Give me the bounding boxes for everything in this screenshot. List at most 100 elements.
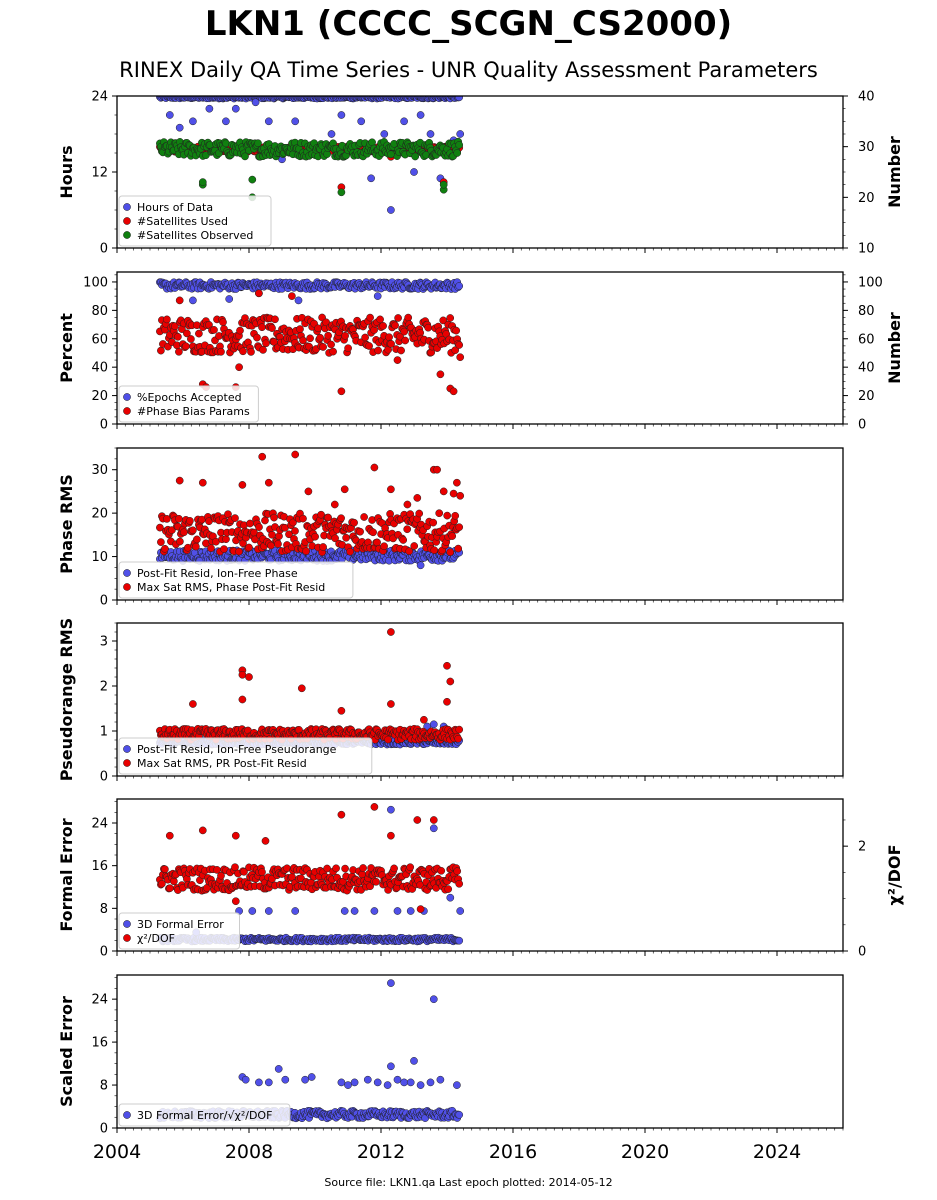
data-point-outlier bbox=[373, 292, 382, 300]
data-point bbox=[361, 333, 369, 342]
data-point-outlier bbox=[264, 478, 273, 487]
data-point bbox=[258, 323, 266, 332]
chart-panel: 0 8 16 24 0 2 χ²/DOF Formal Error 3D Formal Erro… bbox=[57, 798, 904, 960]
legend-entry: Max Sat RMS, PR Post-Fit Resid bbox=[137, 757, 307, 770]
data-point-outlier bbox=[175, 123, 184, 132]
data-point bbox=[453, 149, 462, 157]
data-point bbox=[455, 936, 464, 945]
data-point bbox=[446, 314, 455, 322]
legend-box bbox=[118, 737, 373, 775]
data-point bbox=[316, 333, 324, 342]
y-right-axis-title: Number bbox=[885, 312, 904, 384]
chart-panel: 0 10 20 30 Phase RMS Post-Fit Resid, Ion-Free… bbox=[57, 447, 844, 609]
data-point bbox=[452, 326, 461, 335]
data-point-outlier bbox=[251, 98, 260, 107]
data-point-outlier bbox=[225, 295, 234, 303]
data-point-outlier bbox=[297, 684, 306, 693]
data-point bbox=[366, 313, 374, 322]
legend-box bbox=[118, 385, 259, 423]
data-point bbox=[156, 523, 164, 532]
x-tick-label: 2004 bbox=[93, 1141, 141, 1163]
data-point-outlier bbox=[363, 1075, 372, 1084]
data-point-outlier bbox=[387, 700, 395, 708]
legend-entry: Post-Fit Resid, Ion-Free Phase bbox=[137, 567, 298, 580]
data-point bbox=[299, 514, 307, 523]
legend-box bbox=[118, 1103, 291, 1127]
data-point bbox=[192, 542, 200, 551]
source-footer: Source file: LKN1.qa Last epoch plotted:… bbox=[324, 1176, 613, 1189]
legend-entry: Max Sat RMS, Phase Post-Fit Resid bbox=[137, 581, 325, 594]
data-point-outlier bbox=[420, 715, 428, 724]
data-point bbox=[444, 885, 453, 893]
data-point bbox=[324, 331, 332, 340]
data-point-outlier bbox=[255, 1078, 263, 1087]
chart-subtitle: RINEX Daily QA Time Series - UNR Quality… bbox=[119, 58, 818, 82]
data-point-outlier bbox=[429, 995, 438, 1004]
data-point bbox=[401, 336, 410, 345]
data-point bbox=[189, 526, 197, 535]
data-point-outlier bbox=[387, 150, 395, 159]
y-right-tick-label: 20 bbox=[858, 389, 875, 404]
data-point-outlier bbox=[189, 700, 197, 708]
legend-entry: Post-Fit Resid, Ion-Free Pseudorange bbox=[137, 743, 337, 756]
data-point-outlier bbox=[165, 831, 174, 840]
data-point bbox=[319, 543, 327, 551]
data-point bbox=[217, 871, 225, 880]
y-tick-label: 0 bbox=[100, 1122, 108, 1137]
data-point bbox=[446, 548, 455, 557]
legend: Hours of Data#Satellites Used#Satellites… bbox=[118, 195, 272, 247]
data-point-outlier bbox=[307, 1073, 316, 1081]
legend-marker bbox=[123, 920, 131, 928]
y-tick-label: 1 bbox=[100, 725, 108, 740]
y-right-tick-label: 40 bbox=[858, 361, 875, 376]
data-point-outlier bbox=[439, 487, 448, 496]
data-point bbox=[175, 514, 183, 523]
legend-entry: 3D Formal Error/√χ²/DOF bbox=[137, 1109, 272, 1122]
y-tick-label: 16 bbox=[91, 859, 108, 874]
y-tick-label: 24 bbox=[91, 90, 108, 105]
data-point-outlier bbox=[350, 907, 359, 915]
data-point bbox=[437, 866, 446, 875]
data-point bbox=[397, 346, 405, 355]
data-point-outlier bbox=[281, 1075, 290, 1084]
data-point bbox=[210, 326, 218, 334]
data-point-outlier bbox=[198, 826, 207, 835]
data-point-outlier bbox=[367, 174, 375, 183]
data-point-outlier bbox=[446, 677, 455, 686]
data-point bbox=[268, 324, 276, 332]
data-point bbox=[157, 538, 165, 546]
legend-marker bbox=[123, 569, 131, 577]
y-axis-title: Formal Error bbox=[57, 818, 76, 931]
data-point-outlier bbox=[456, 353, 465, 362]
data-point-outlier bbox=[429, 720, 438, 729]
data-point bbox=[430, 546, 439, 555]
data-point bbox=[387, 340, 395, 348]
data-point-outlier bbox=[449, 387, 458, 396]
y-tick-label: 12 bbox=[91, 166, 108, 181]
data-point bbox=[217, 347, 225, 356]
data-point-outlier bbox=[198, 178, 207, 186]
data-point-outlier bbox=[439, 180, 448, 189]
y-tick-label: 3 bbox=[100, 635, 108, 650]
data-point bbox=[365, 342, 373, 350]
data-point bbox=[255, 523, 263, 531]
data-point bbox=[356, 527, 364, 536]
data-point bbox=[240, 867, 248, 876]
data-point bbox=[406, 863, 415, 872]
data-points bbox=[156, 979, 464, 1123]
data-point bbox=[455, 523, 464, 532]
data-point bbox=[241, 152, 249, 161]
data-point bbox=[176, 537, 184, 546]
data-point-outlier bbox=[416, 1081, 425, 1089]
data-point-outlier bbox=[274, 1065, 283, 1073]
data-point bbox=[251, 535, 259, 544]
legend-marker bbox=[123, 1111, 131, 1119]
data-point-outlier bbox=[387, 831, 395, 840]
data-point-outlier bbox=[406, 907, 415, 915]
data-point-outlier bbox=[410, 168, 418, 176]
data-point bbox=[373, 538, 381, 547]
data-point-outlier bbox=[337, 188, 346, 197]
data-point bbox=[311, 532, 319, 541]
data-point-outlier bbox=[426, 1078, 435, 1087]
data-point-outlier bbox=[189, 117, 197, 126]
